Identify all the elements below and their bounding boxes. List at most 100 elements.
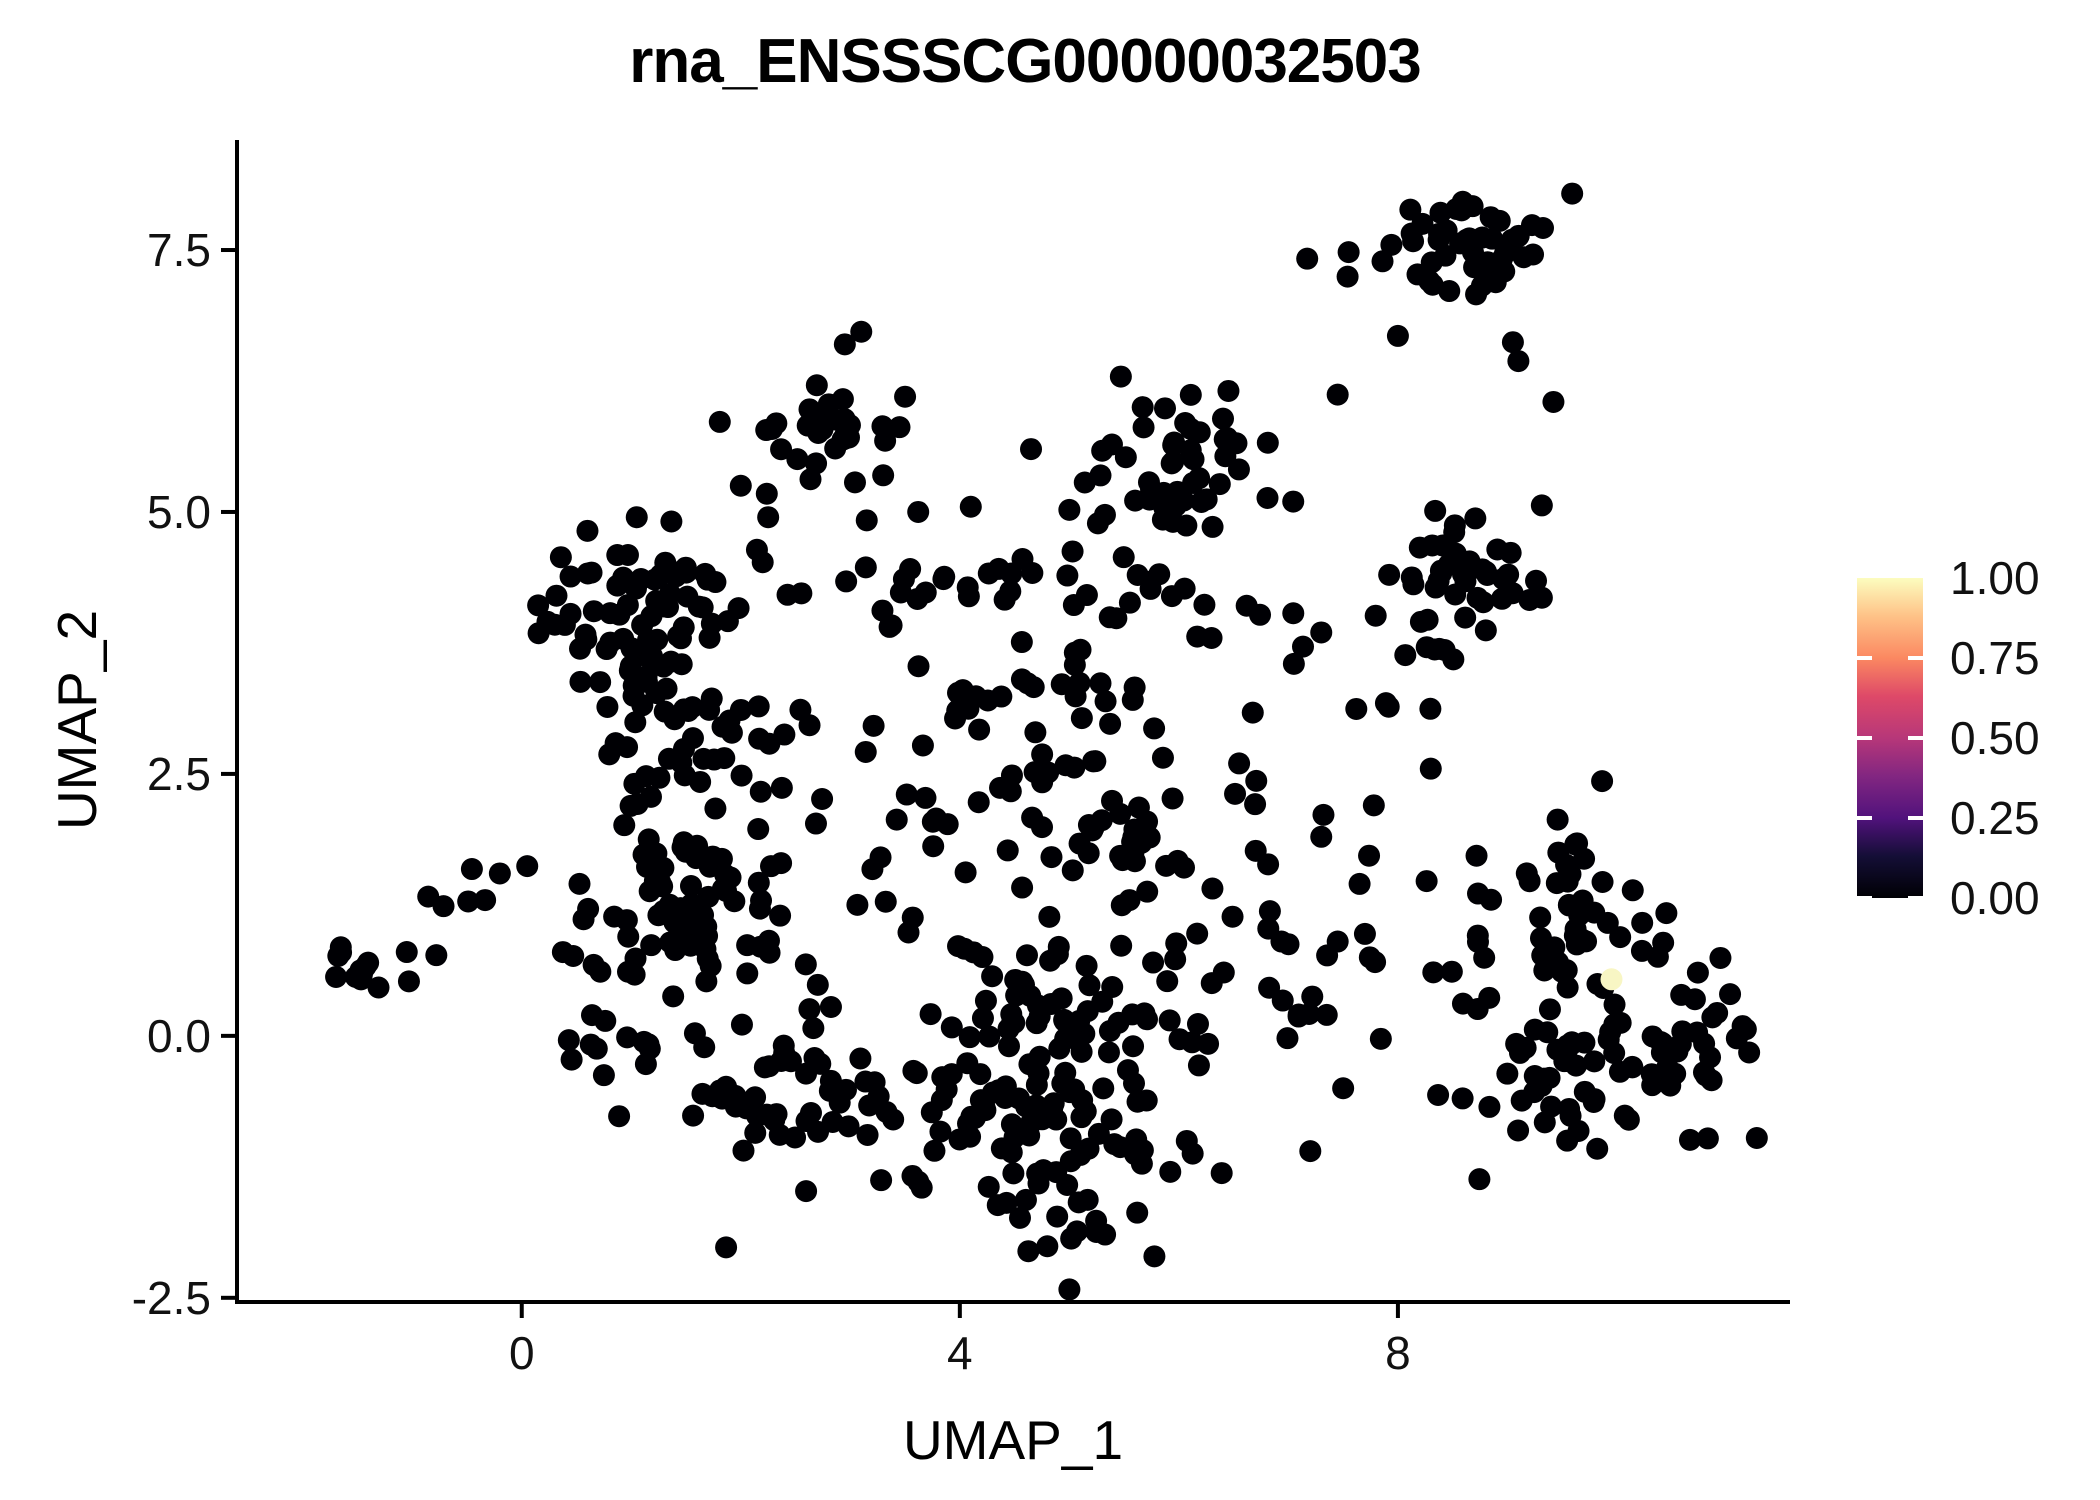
data-point <box>1197 1032 1220 1055</box>
data-point <box>638 1037 661 1060</box>
data-point <box>635 665 658 688</box>
data-point <box>744 1121 767 1144</box>
data-point <box>679 934 702 957</box>
data-point <box>1143 717 1166 740</box>
data-point <box>1332 1077 1355 1100</box>
colorbar-tick-mark <box>1908 896 1923 900</box>
data-point <box>1530 494 1553 517</box>
data-point <box>1542 390 1565 413</box>
data-point <box>638 880 661 903</box>
data-point <box>1557 1050 1580 1073</box>
data-point <box>658 582 681 605</box>
data-point <box>604 732 627 755</box>
data-point <box>720 721 743 744</box>
data-point <box>652 856 675 879</box>
data-point <box>516 855 539 878</box>
data-point <box>1098 606 1121 629</box>
data-point <box>1394 644 1417 667</box>
data-point <box>957 585 980 608</box>
data-point <box>1699 1046 1722 1069</box>
data-point <box>1122 1035 1145 1058</box>
data-point <box>1512 246 1535 269</box>
data-point <box>907 655 930 678</box>
data-point <box>1518 588 1541 611</box>
data-point <box>895 783 918 806</box>
data-point <box>1709 946 1732 969</box>
data-point <box>1221 905 1244 928</box>
data-point <box>696 947 719 970</box>
data-point <box>1499 541 1522 564</box>
data-point <box>640 934 663 957</box>
data-point <box>1011 876 1034 899</box>
data-point <box>755 482 778 505</box>
data-point <box>789 698 812 721</box>
data-point <box>817 393 840 416</box>
data-point <box>715 1236 738 1259</box>
data-point <box>899 558 922 581</box>
data-point <box>1186 1013 1209 1036</box>
data-point <box>798 998 821 1021</box>
data-point <box>1208 473 1231 496</box>
data-point <box>663 911 686 934</box>
data-point <box>1061 859 1084 882</box>
data-point <box>1586 1137 1609 1160</box>
data-point <box>1326 383 1349 406</box>
data-point <box>1040 846 1063 869</box>
data-point <box>603 905 626 928</box>
data-point <box>1109 365 1132 388</box>
data-point <box>1091 439 1114 462</box>
data-point <box>1507 224 1530 247</box>
data-point <box>770 776 793 799</box>
data-point <box>894 385 917 408</box>
data-point <box>1409 610 1432 633</box>
data-point <box>786 448 809 471</box>
data-point <box>1599 1021 1622 1044</box>
data-point <box>1700 1069 1723 1092</box>
data-point <box>1455 228 1478 251</box>
data-point <box>1193 593 1216 616</box>
data-point <box>846 893 869 916</box>
data-point <box>795 1180 818 1203</box>
data-point <box>1466 586 1489 609</box>
data-point <box>660 510 683 533</box>
data-point <box>1086 512 1109 535</box>
data-points <box>325 182 1768 1301</box>
data-point <box>747 695 770 718</box>
data-point <box>1358 946 1381 969</box>
data-point <box>1641 1025 1664 1048</box>
data-point <box>931 1066 954 1089</box>
data-point <box>432 895 455 918</box>
data-point <box>715 879 738 902</box>
data-point <box>1024 721 1047 744</box>
data-point <box>730 764 753 787</box>
data-point <box>940 1016 963 1039</box>
data-point <box>582 953 605 976</box>
data-point <box>639 648 662 671</box>
data-point <box>1719 983 1742 1006</box>
data-point <box>1358 844 1381 867</box>
data-point <box>673 698 696 721</box>
data-point <box>1245 769 1268 792</box>
data-point <box>1036 1235 1059 1258</box>
data-point <box>805 452 828 475</box>
data-point <box>1061 540 1084 563</box>
data-point <box>885 808 908 831</box>
data-point <box>1092 1077 1115 1100</box>
data-point <box>608 603 631 626</box>
data-point <box>993 588 1016 611</box>
data-point <box>911 734 934 757</box>
data-point <box>457 890 480 913</box>
data-point <box>1364 604 1387 627</box>
data-point <box>1386 324 1409 347</box>
data-point <box>999 780 1022 803</box>
data-point <box>971 1007 994 1030</box>
data-point <box>698 626 721 649</box>
y-tick-label: 2.5 <box>147 747 211 800</box>
data-point <box>1450 199 1473 222</box>
data-point <box>1706 1001 1729 1024</box>
data-point <box>1159 1160 1182 1183</box>
data-point <box>1345 697 1368 720</box>
data-point <box>560 1048 583 1071</box>
data-point <box>1492 567 1515 590</box>
